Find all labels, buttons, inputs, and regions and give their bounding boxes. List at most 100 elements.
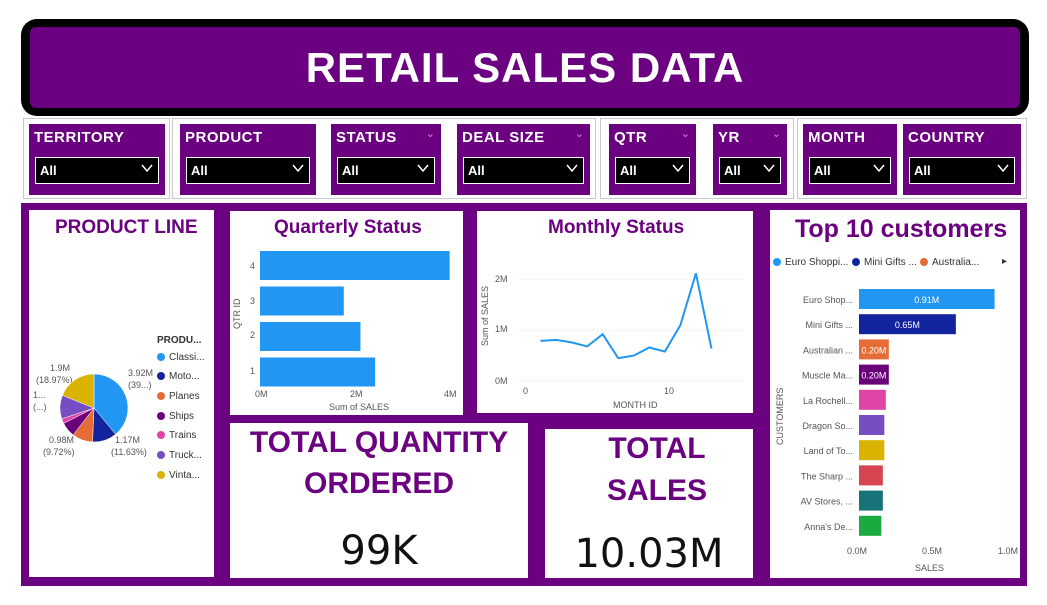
slicer-value: All	[468, 163, 485, 178]
xtick-label: 4M	[444, 389, 457, 399]
category-label: Anna's De...	[804, 522, 853, 532]
legend-dot	[157, 353, 165, 361]
pie-label: 1.9M	[50, 363, 70, 373]
xtick-label: 0.0M	[847, 546, 867, 556]
ytick-label: 3	[250, 296, 255, 306]
legend-dot	[852, 258, 860, 266]
pie-label: 0.98M	[49, 435, 74, 445]
chevron-down-icon: ⌄	[425, 128, 435, 140]
slicer-product[interactable]: PRODUCT All	[180, 124, 316, 195]
customers-legend-item[interactable]: Australia...	[920, 257, 979, 268]
chevron-down-icon	[292, 164, 304, 173]
legend-label: Mini Gifts ...	[864, 257, 917, 268]
chevron-down-icon	[566, 164, 578, 173]
quarterly-ylabel: QTR ID	[232, 298, 242, 329]
pie-label: (39...)	[128, 380, 152, 390]
kpi-sales-title-line2: SALES	[606, 474, 708, 507]
legend-more-arrow-icon[interactable]: ▸	[1002, 256, 1008, 267]
chevron-down-icon	[997, 164, 1009, 173]
slicer-value: All	[191, 163, 208, 178]
ytick-label: 2	[250, 330, 255, 340]
slicer-product-dropdown[interactable]: All	[186, 157, 310, 184]
slicer-yr[interactable]: YR ⌄ All	[713, 124, 787, 195]
xtick-label: 10	[664, 386, 674, 396]
pie-legend-item[interactable]: Ships	[157, 411, 194, 422]
monthly-xlabel: MONTH ID	[613, 400, 658, 410]
bar[interactable]	[260, 286, 344, 316]
bar[interactable]	[859, 490, 883, 511]
product-line-title: PRODUCT LINE	[55, 217, 198, 238]
bar[interactable]	[859, 415, 885, 435]
category-label: Dragon So...	[802, 421, 853, 431]
kpi-sales-title-line1: TOTAL	[608, 432, 706, 465]
legend-dot	[157, 412, 165, 420]
bar[interactable]	[859, 465, 883, 486]
bar[interactable]	[859, 515, 882, 536]
bar[interactable]	[859, 440, 885, 461]
bar[interactable]	[859, 364, 889, 385]
monthly-chart: Sum of SALES 2M 1M 0M 0 10 MONTH ID	[480, 273, 742, 410]
slicer-country-label: COUNTRY	[908, 129, 986, 146]
slicer-deal-size-dropdown[interactable]: All	[463, 157, 584, 184]
pie-slice[interactable]	[62, 373, 95, 409]
pie-legend-item[interactable]: Planes	[157, 391, 200, 402]
ytick-label: 2M	[495, 274, 508, 284]
ytick-label: 0M	[495, 376, 508, 386]
slicer-status-dropdown[interactable]: All	[337, 157, 435, 184]
slicer-value: All	[724, 163, 741, 178]
legend-dot	[157, 372, 165, 380]
pie-slice[interactable]	[93, 373, 129, 435]
slicer-qtr[interactable]: QTR ⌄ All	[609, 124, 696, 195]
slicer-yr-dropdown[interactable]: All	[719, 157, 781, 184]
bar[interactable]	[260, 357, 376, 387]
pie-legend-item[interactable]: Moto...	[157, 371, 200, 382]
pie-legend-item[interactable]: Truck...	[157, 450, 202, 461]
xtick-label: 0M	[255, 389, 268, 399]
slicer-month[interactable]: MONTH All	[803, 124, 897, 195]
slicer-month-dropdown[interactable]: All	[809, 157, 891, 184]
product-line-panel: PRODUCT LINE 3.92M (39...) 1.9M (18.97%)…	[29, 210, 214, 577]
bar[interactable]	[859, 389, 886, 410]
pie-legend-item[interactable]: Classi...	[157, 352, 205, 363]
slicer-status[interactable]: STATUS ⌄ All	[331, 124, 441, 195]
slicer-territory-dropdown[interactable]: All	[35, 157, 159, 184]
pie-legend-item[interactable]: Vinta...	[157, 470, 200, 481]
slicer-territory[interactable]: TERRITORY All	[29, 124, 165, 195]
pie-legend-item[interactable]: Trains	[157, 430, 196, 441]
series-line[interactable]	[540, 273, 713, 360]
chevron-down-icon	[763, 164, 775, 173]
quarterly-chart: QTR ID 4 3 2 1 0M 2M 4M Sum of SALES	[232, 251, 457, 412]
legend-dot	[920, 258, 928, 266]
slicer-deal-size[interactable]: DEAL SIZE ⌄ All	[457, 124, 590, 195]
legend-label: Vinta...	[169, 470, 200, 481]
customers-legend-item[interactable]: Mini Gifts ...	[852, 257, 917, 268]
bar[interactable]	[260, 251, 450, 280]
legend-dot	[157, 451, 165, 459]
bar[interactable]	[859, 289, 995, 309]
pie-label: 3.92M	[128, 368, 153, 378]
slicer-country-dropdown[interactable]: All	[909, 157, 1015, 184]
data-label: 0.65M	[895, 320, 920, 330]
slicer-qtr-dropdown[interactable]: All	[615, 157, 690, 184]
pie-label: (11.63%)	[111, 447, 147, 457]
slicer-country[interactable]: COUNTRY All	[903, 124, 1021, 195]
kpi-quantity-title-line2: ORDERED	[303, 467, 454, 500]
xtick-label: 0	[523, 386, 528, 396]
category-label: Australian ...	[803, 345, 853, 355]
legend-dot	[157, 431, 165, 439]
legend-dot	[773, 258, 781, 266]
quarterly-title: Quarterly Status	[274, 217, 422, 238]
kpi-quantity-card: TOTAL QUANTITY ORDERED 99K	[230, 423, 528, 578]
legend-label: Classi...	[169, 352, 205, 363]
bar[interactable]	[859, 339, 889, 360]
legend-label: Euro Shoppi...	[785, 257, 849, 268]
category-label: Euro Shop...	[803, 295, 853, 305]
slicer-value: All	[620, 163, 637, 178]
customers-legend-item[interactable]: Euro Shoppi...	[773, 257, 848, 268]
chevron-down-icon: ⌄	[771, 128, 781, 140]
legend-label: Moto...	[169, 371, 200, 382]
ytick-label: 1M	[495, 324, 508, 334]
bar[interactable]	[859, 314, 956, 335]
bar[interactable]	[260, 322, 361, 351]
slicer-product-label: PRODUCT	[185, 129, 263, 146]
